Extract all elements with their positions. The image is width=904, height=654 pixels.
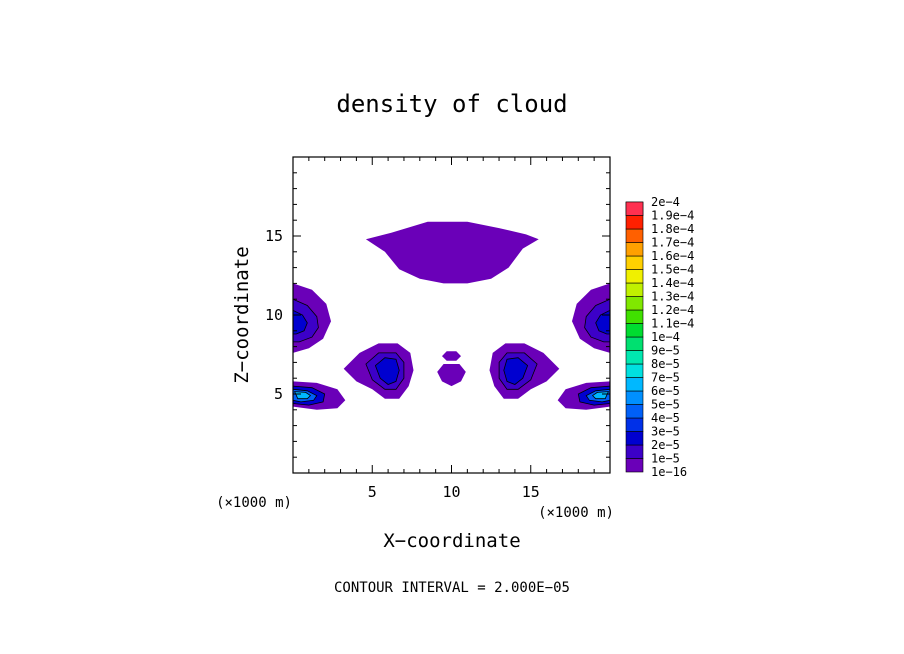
colorbar-label: 1.1e−4 — [651, 317, 694, 331]
contour-region-left-lower-lobe-core3 — [293, 391, 312, 400]
colorbar-label: 8e−5 — [651, 357, 680, 371]
colorbar-swatch — [625, 255, 644, 270]
colorbar-label: 1.9e−4 — [651, 209, 694, 223]
colorbar-label: 3e−5 — [651, 425, 680, 439]
colorbar-label: 9e−5 — [651, 344, 680, 358]
colorbar-swatch — [625, 404, 644, 419]
contour-region-center-small-top — [442, 351, 461, 361]
x-axis-label: X−coordinate — [383, 530, 520, 552]
plot-area — [293, 157, 610, 473]
colorbar-swatch — [625, 269, 644, 284]
colorbar-swatch — [625, 309, 644, 324]
contour-region-upper-cloud — [365, 221, 539, 284]
colorbar-swatch — [625, 336, 644, 351]
colorbar-swatch — [625, 296, 644, 311]
colorbar-label: 1.2e−4 — [651, 303, 694, 317]
colorbar-label: 1e−5 — [651, 452, 680, 466]
colorbar-label: 1e−4 — [651, 330, 680, 344]
colorbar-swatch — [625, 215, 644, 230]
colorbar-swatch — [625, 363, 644, 378]
x-tick-label: 15 — [522, 483, 540, 501]
colorbar-swatch — [625, 377, 644, 392]
colorbar-swatch — [625, 228, 644, 243]
colorbar-label: 1.4e−4 — [651, 276, 694, 290]
contour-interval-note: CONTOUR INTERVAL = 2.000E−05 — [334, 580, 570, 596]
colorbar-label: 1.8e−4 — [651, 222, 694, 236]
colorbar-label: 1e−16 — [651, 465, 687, 479]
y-tick-label: 5 — [274, 385, 283, 403]
colorbar-label: 2e−4 — [651, 195, 680, 209]
colorbar: 1e−161e−52e−53e−54e−55e−56e−57e−58e−59e−… — [625, 195, 694, 479]
colorbar-swatch — [625, 201, 644, 216]
contour-region-right-lower-lobe-core3 — [591, 391, 610, 400]
colorbar-swatch — [625, 444, 644, 459]
colorbar-label: 5e−5 — [651, 398, 680, 412]
y-tick-label: 15 — [265, 227, 283, 245]
colorbar-label: 6e−5 — [651, 384, 680, 398]
y-axis-label: Z−coordinate — [231, 246, 253, 383]
colorbar-label: 1.5e−4 — [651, 263, 694, 277]
x-tick-label: 10 — [442, 483, 460, 501]
colorbar-swatch — [625, 431, 644, 446]
colorbar-label: 2e−5 — [651, 438, 680, 452]
colorbar-swatch — [625, 350, 644, 365]
y-tick-label: 10 — [265, 306, 283, 324]
colorbar-label: 4e−5 — [651, 411, 680, 425]
colorbar-label: 1.6e−4 — [651, 249, 694, 263]
colorbar-swatch — [625, 323, 644, 338]
colorbar-swatch — [625, 242, 644, 257]
contour-region-left-upper-lobe-core2 — [293, 309, 308, 335]
y-unit-label: (×1000 m) — [216, 495, 292, 511]
colorbar-swatch — [625, 282, 644, 297]
x-tick-label: 5 — [368, 483, 377, 501]
colorbar-swatch — [625, 417, 644, 432]
x-unit-label: (×1000 m) — [538, 505, 614, 521]
chart-title: density of cloud — [336, 90, 567, 118]
contour-region-right-mid-blob-core2 — [503, 357, 529, 385]
contour-region-center-small-bottom — [437, 364, 466, 387]
colorbar-label: 1.3e−4 — [651, 290, 694, 304]
colorbar-swatch — [625, 390, 644, 405]
colorbar-swatch — [625, 458, 644, 473]
contour-region-left-mid-blob-core2 — [374, 357, 400, 385]
colorbar-label: 7e−5 — [651, 371, 680, 385]
colorbar-label: 1.7e−4 — [651, 236, 694, 250]
contour-region-right-upper-lobe-core2 — [595, 309, 610, 335]
